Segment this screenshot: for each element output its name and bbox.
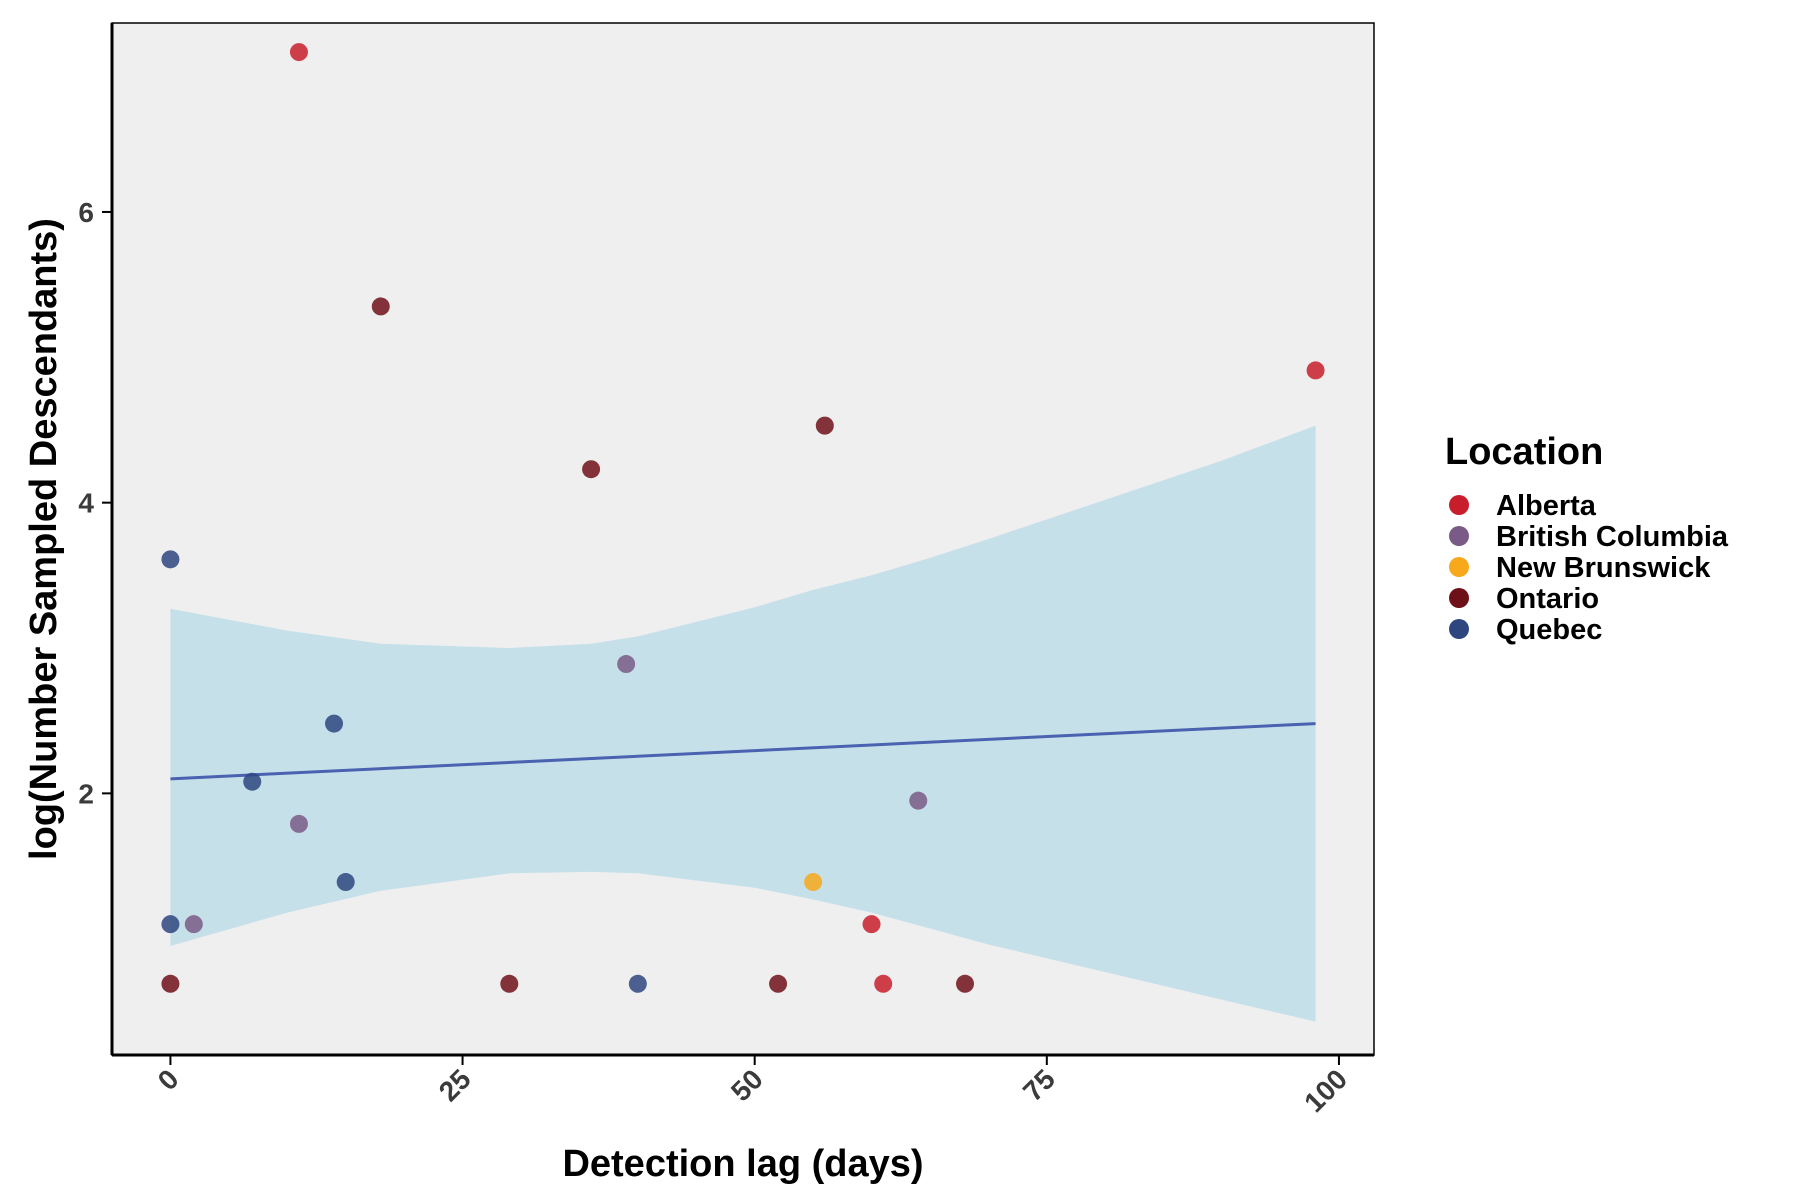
legend-key (1449, 495, 1469, 515)
data-point-quebec (161, 550, 180, 569)
y-axis-ticks: 2 4 6 (78, 197, 112, 809)
legend-label: Quebec (1496, 614, 1602, 646)
data-point-quebec (243, 772, 262, 791)
data-point-ontario (815, 416, 834, 435)
legend-key (1449, 588, 1469, 608)
x-tick-label: 100 (1298, 1063, 1353, 1118)
legend-key (1449, 619, 1469, 639)
y-tick-label: 4 (78, 488, 94, 519)
x-tick-label: 25 (433, 1063, 477, 1107)
legend-key (1449, 557, 1469, 577)
confidence-band-layer (170, 425, 1316, 1022)
data-point-british-columbia (617, 655, 636, 674)
data-point-ontario (769, 974, 788, 993)
confidence-band (170, 425, 1316, 1022)
data-point-quebec (628, 974, 647, 993)
trend-line (170, 722, 1316, 781)
data-point-alberta (862, 915, 881, 934)
legend-label: British Columbia (1496, 521, 1729, 553)
x-tick-label: 50 (725, 1063, 769, 1107)
legend-label: New Brunswick (1496, 552, 1711, 584)
x-axis-title: Detection lag (days) (562, 1143, 923, 1185)
data-point-british-columbia (184, 915, 203, 934)
data-point-ontario (500, 974, 519, 993)
legend-key (1449, 526, 1469, 546)
data-point-quebec (325, 714, 344, 733)
y-tick-label: 2 (78, 778, 94, 809)
data-point-alberta (1306, 361, 1325, 380)
y-axis-title: log(Number Sampled Descendants) (23, 218, 65, 860)
data-point-ontario (582, 460, 601, 479)
x-axis-ticks: 0 25 50 75 100 (152, 1055, 1353, 1118)
y-tick-label: 6 (78, 197, 94, 228)
data-point-ontario (161, 974, 180, 993)
data-point-alberta (289, 43, 308, 62)
data-point-new-brunswick (804, 873, 823, 892)
data-point-quebec (336, 873, 355, 892)
data-points-layer (161, 43, 1325, 993)
trend-line-layer (170, 722, 1316, 781)
legend-label: Ontario (1496, 583, 1599, 615)
data-point-british-columbia (909, 791, 928, 810)
data-point-ontario (956, 974, 975, 993)
data-point-british-columbia (289, 814, 308, 833)
data-point-quebec (161, 915, 180, 934)
x-tick-label: 0 (152, 1063, 185, 1096)
legend-label: Alberta (1496, 490, 1597, 522)
data-point-ontario (371, 297, 390, 316)
legend-title: Location (1445, 431, 1603, 473)
data-point-alberta (874, 974, 893, 993)
x-tick-label: 75 (1017, 1063, 1061, 1107)
